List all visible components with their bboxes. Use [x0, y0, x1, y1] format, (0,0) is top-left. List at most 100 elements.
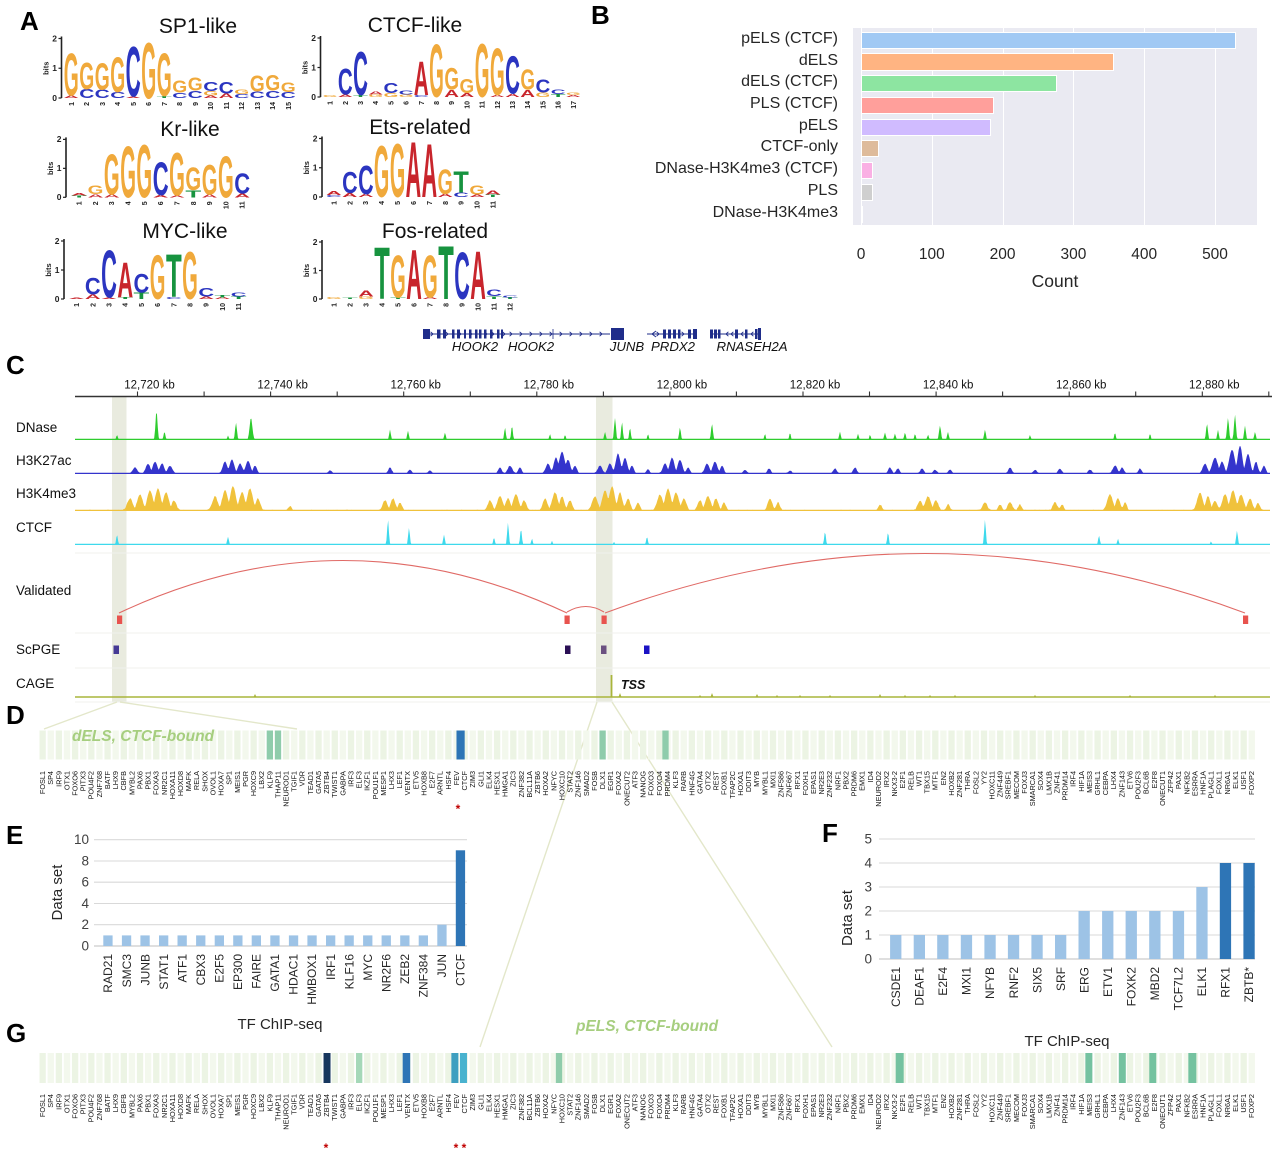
svg-text:FOSB: FOSB: [590, 771, 599, 791]
svg-text:EN2: EN2: [939, 771, 948, 785]
svg-text:5: 5: [388, 101, 395, 105]
svg-text:ZBTB6: ZBTB6: [533, 1094, 542, 1117]
svg-text:ZNF281: ZNF281: [955, 771, 964, 797]
svg-text:LHX3: LHX3: [387, 1094, 396, 1112]
svg-text:A: A: [64, 95, 79, 99]
svg-text:Validated: Validated: [16, 583, 71, 598]
svg-text:16: 16: [556, 101, 563, 109]
svg-text:EGR1: EGR1: [606, 771, 615, 791]
svg-text:H3K4me3: H3K4me3: [16, 486, 76, 501]
svg-text:C: C: [188, 89, 203, 100]
svg-text:BCL11A: BCL11A: [525, 1094, 534, 1121]
svg-text:EMX1: EMX1: [858, 771, 867, 791]
svg-text:A: A: [101, 297, 117, 299]
svg-text:T: T: [390, 297, 406, 300]
svg-text:HOOK2: HOOK2: [452, 339, 499, 354]
svg-text:10: 10: [74, 832, 89, 847]
svg-text:A: A: [485, 190, 500, 196]
svg-text:NR6A1: NR6A1: [1223, 1094, 1232, 1118]
svg-text:HMBOX1: HMBOX1: [305, 954, 319, 1005]
svg-text:MYBL2: MYBL2: [127, 1094, 136, 1118]
svg-text:1: 1: [57, 163, 62, 173]
svg-text:C: C: [126, 33, 141, 113]
svg-text:17: 17: [571, 101, 578, 109]
svg-text:C: C: [358, 156, 373, 202]
svg-text:TCF7L2: TCF7L2: [1172, 967, 1186, 1011]
svg-text:A: A: [219, 93, 234, 100]
svg-text:BCL6B: BCL6B: [1142, 771, 1151, 794]
svg-text:8: 8: [81, 854, 89, 869]
svg-text:2: 2: [84, 102, 91, 106]
svg-text:*: *: [454, 1141, 459, 1153]
svg-text:PLAGL1: PLAGL1: [1207, 771, 1216, 799]
svg-text:RFX1: RFX1: [793, 1094, 802, 1113]
svg-text:12,840 kb: 12,840 kb: [923, 380, 974, 392]
svg-text:STAT2: STAT2: [566, 1094, 575, 1116]
svg-text:6: 6: [155, 303, 162, 307]
svg-text:G: G: [203, 90, 218, 97]
svg-text:4: 4: [380, 303, 387, 307]
svg-text:LMX1B: LMX1B: [1044, 771, 1053, 795]
svg-text:C: C: [166, 297, 182, 300]
svg-text:G: G: [265, 72, 280, 96]
svg-text:A: A: [566, 95, 581, 98]
svg-text:Fos-related: Fos-related: [382, 220, 488, 243]
svg-text:SMC3: SMC3: [120, 954, 134, 988]
svg-text:MYB: MYB: [752, 1094, 761, 1110]
svg-text:IRX2: IRX2: [882, 771, 891, 787]
svg-text:A: A: [169, 195, 185, 198]
svg-text:C: C: [326, 195, 341, 198]
svg-text:ARNTL: ARNTL: [436, 771, 445, 795]
svg-text:ZIM3: ZIM3: [468, 771, 477, 788]
svg-text:IRF4: IRF4: [1069, 1094, 1078, 1110]
svg-text:ZIC3: ZIC3: [509, 1094, 518, 1110]
svg-text:ETV6: ETV6: [1125, 771, 1134, 789]
svg-text:1: 1: [332, 303, 339, 307]
svg-text:A: A: [460, 92, 475, 99]
svg-text:NRF1: NRF1: [833, 771, 842, 790]
svg-text:GLI1: GLI1: [476, 1094, 485, 1110]
svg-text:G: G: [390, 129, 405, 214]
svg-text:2: 2: [57, 134, 62, 144]
svg-text:GABPA: GABPA: [338, 1094, 347, 1119]
svg-text:FOSB: FOSB: [590, 1094, 599, 1114]
svg-text:C: C: [338, 62, 353, 103]
svg-text:ARNTL: ARNTL: [436, 1094, 445, 1118]
svg-text:7: 7: [175, 201, 182, 205]
svg-text:WT1: WT1: [914, 1094, 923, 1109]
svg-text:ELK4: ELK4: [484, 1094, 493, 1112]
svg-text:C: C: [353, 38, 368, 108]
svg-text:NR2F6: NR2F6: [379, 954, 393, 992]
svg-text:SP1: SP1: [225, 771, 234, 785]
svg-text:A: A: [71, 192, 87, 196]
svg-text:C: C: [399, 90, 414, 96]
svg-text:ZNF449: ZNF449: [996, 1094, 1005, 1120]
svg-text:GATA4: GATA4: [695, 1094, 704, 1117]
svg-text:LBX2: LBX2: [257, 1094, 266, 1112]
svg-text:ZNF384: ZNF384: [417, 954, 431, 998]
svg-text:T: T: [231, 296, 248, 300]
svg-text:C: C: [342, 165, 357, 200]
svg-text:HDAC1: HDAC1: [287, 954, 301, 995]
svg-text:RARB: RARB: [679, 771, 688, 791]
svg-text:bits: bits: [42, 62, 51, 75]
svg-text:ETV5: ETV5: [411, 771, 420, 789]
svg-text:HSF4: HSF4: [444, 1094, 453, 1113]
svg-text:C: C: [219, 79, 234, 98]
svg-text:A: A: [234, 193, 250, 199]
svg-text:5: 5: [131, 102, 138, 106]
svg-text:THRA: THRA: [963, 771, 972, 791]
svg-text:HESX1: HESX1: [492, 771, 501, 795]
svg-text:G: G: [281, 80, 296, 96]
svg-text:15: 15: [540, 101, 547, 109]
svg-text:G: G: [326, 297, 341, 300]
svg-text:PAX1: PAX1: [1174, 771, 1183, 789]
svg-text:FOXJ3: FOXJ3: [1020, 1094, 1029, 1117]
svg-text:IRF4: IRF4: [1069, 771, 1078, 787]
svg-text:G: G: [104, 144, 120, 208]
svg-text:NFYC: NFYC: [549, 771, 558, 791]
svg-text:BCL11A: BCL11A: [525, 771, 534, 798]
svg-text:HOXC10: HOXC10: [557, 1094, 566, 1123]
svg-text:PITX3: PITX3: [79, 771, 88, 791]
svg-text:LEF1: LEF1: [395, 1094, 404, 1111]
